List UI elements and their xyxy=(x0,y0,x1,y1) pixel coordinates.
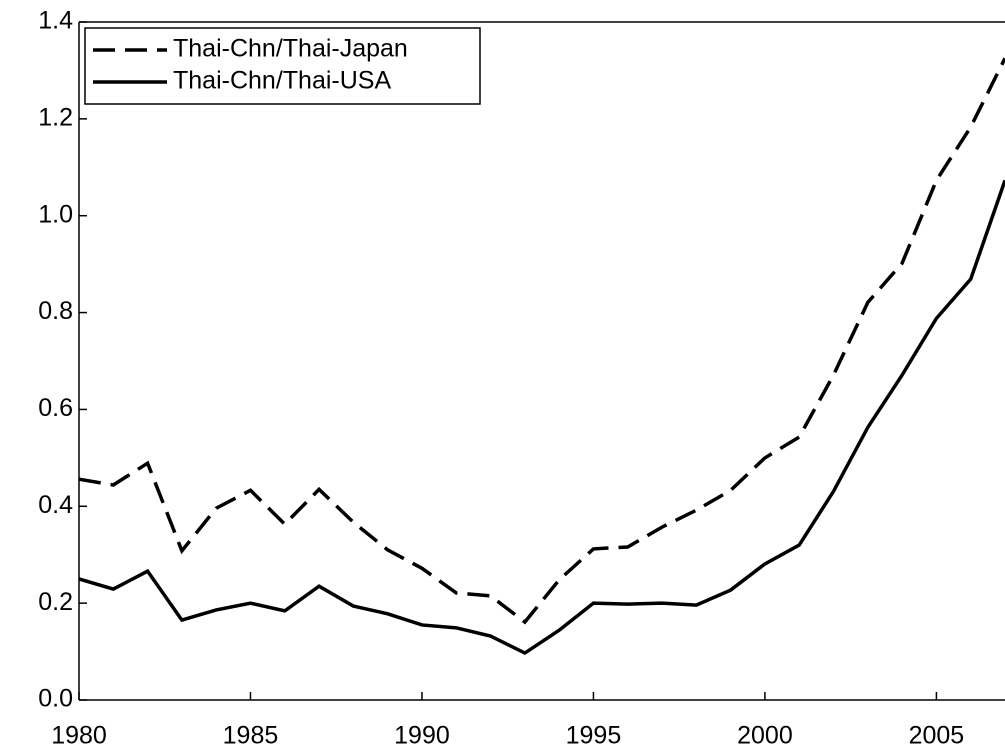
x-tick-label: 1980 xyxy=(51,722,107,750)
y-tick-label: 1.0 xyxy=(38,200,73,228)
y-tick-label: 0.0 xyxy=(38,685,73,713)
series-line xyxy=(78,179,1005,656)
legend-box xyxy=(84,27,481,105)
y-tick-label: 0.2 xyxy=(38,588,73,616)
legend: Thai-Chn/Thai-Japan Thai-Chn/Thai-USA xyxy=(84,27,481,105)
y-tick-label: 1.4 xyxy=(38,7,73,35)
y-tick-label: 1.2 xyxy=(38,103,73,131)
series-line xyxy=(78,57,1005,625)
plot-frame xyxy=(78,21,1005,701)
x-tick-label: 2005 xyxy=(909,722,965,750)
y-tick-label: 0.6 xyxy=(38,394,73,422)
x-tick-label: 2000 xyxy=(737,722,793,750)
x-tick-label: 1990 xyxy=(394,722,450,750)
legend-label: Thai-Chn/Thai-USA xyxy=(173,67,391,95)
x-tick-label: 1985 xyxy=(223,722,279,750)
y-tick-label: 0.8 xyxy=(38,297,73,325)
x-tick-label: 1995 xyxy=(566,722,622,750)
y-tick-label: 0.4 xyxy=(38,491,73,519)
legend-label: Thai-Chn/Thai-Japan xyxy=(173,35,408,63)
